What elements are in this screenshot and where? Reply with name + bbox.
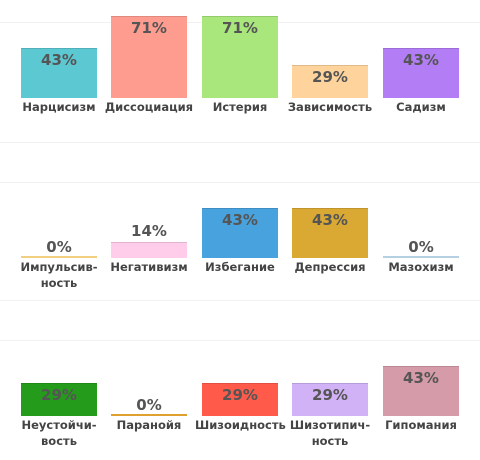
bar	[383, 256, 459, 258]
value-label: 14%	[131, 221, 167, 240]
value-label: 0%	[136, 396, 162, 414]
category-label: Садизм	[396, 100, 446, 114]
bar	[111, 16, 187, 98]
divider	[0, 340, 480, 341]
bar	[21, 256, 97, 258]
bar	[202, 16, 278, 98]
category-label: Неустойчи- вость	[21, 418, 97, 448]
category-label: Истерия	[212, 100, 268, 114]
bar	[21, 48, 97, 98]
value-label: 43%	[312, 211, 348, 230]
bar	[202, 208, 278, 258]
divider	[0, 142, 480, 143]
value-label: 43%	[403, 51, 439, 70]
category-label: Диссоциация	[104, 100, 194, 114]
category-label: Мазохизм	[388, 260, 454, 274]
value-label: 0%	[46, 238, 72, 256]
category-label: Импульсив- ность	[20, 260, 98, 290]
category-label: Нарцисизм	[22, 100, 96, 114]
bar	[111, 414, 187, 416]
value-label: 71%	[131, 19, 167, 37]
divider	[0, 182, 480, 183]
value-label: 43%	[41, 51, 77, 70]
bar	[21, 382, 97, 416]
value-label: 29%	[41, 385, 77, 404]
category-label: Гипомания	[385, 418, 457, 432]
divider	[0, 300, 480, 301]
bar	[111, 241, 187, 258]
bar	[292, 64, 368, 98]
value-label: 43%	[403, 369, 439, 388]
value-label: 29%	[312, 385, 348, 404]
category-label: Паранойя	[116, 418, 182, 432]
value-label: 29%	[312, 67, 348, 86]
value-label: 43%	[222, 211, 258, 230]
value-label: 71%	[222, 19, 258, 37]
value-label: 0%	[408, 238, 434, 256]
bar	[292, 382, 368, 416]
bar	[383, 366, 459, 416]
category-label: Негативизм	[110, 260, 188, 274]
bar	[292, 208, 368, 258]
value-label: 29%	[222, 385, 258, 404]
category-label: Шизоидность	[195, 418, 286, 432]
category-label: Зависимость	[287, 100, 373, 114]
category-label: Депрессия	[294, 260, 366, 274]
bar	[202, 382, 278, 416]
bar	[383, 48, 459, 98]
category-label: Избегание	[205, 260, 275, 274]
category-label: Шизотипич- ность	[289, 418, 371, 448]
